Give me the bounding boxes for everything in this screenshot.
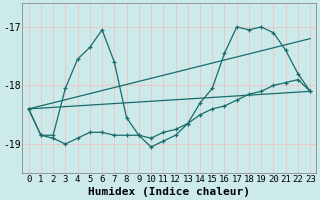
X-axis label: Humidex (Indice chaleur): Humidex (Indice chaleur)	[88, 186, 251, 197]
